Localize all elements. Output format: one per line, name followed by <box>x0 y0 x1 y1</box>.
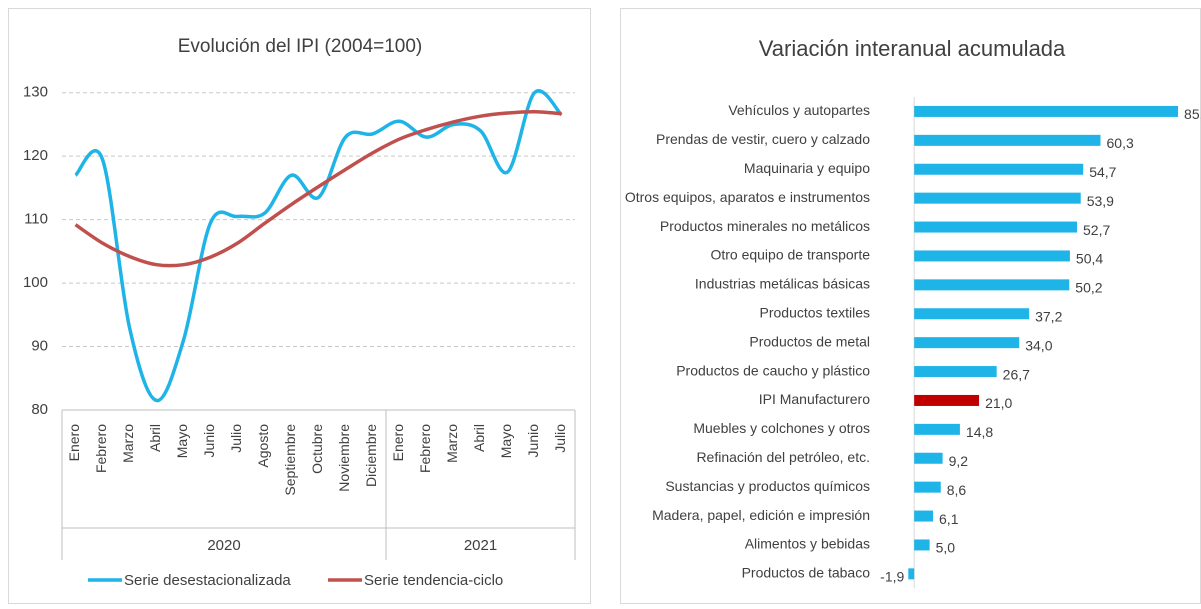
category-label: Prendas de vestir, cuero y calzado <box>656 131 870 147</box>
value-label: 9,2 <box>949 453 969 469</box>
x-tick-label: Mayo <box>498 424 514 458</box>
category-label: Alimentos y bebidas <box>745 536 870 552</box>
series-line <box>74 110 562 268</box>
legend-label: Serie tendencia-ciclo <box>364 572 503 589</box>
x-tick-label: Junio <box>525 424 541 458</box>
category-label: Refinación del petróleo, etc. <box>696 449 870 465</box>
category-label: Maquinaria y equipo <box>744 160 870 176</box>
value-label: -1,9 <box>880 569 904 585</box>
x-tick-label: Agosto <box>255 424 271 468</box>
bar <box>914 192 1081 204</box>
x-tick-label: Enero <box>66 424 82 462</box>
category-label: Productos de tabaco <box>742 565 871 581</box>
value-label: 85,4 <box>1184 106 1201 122</box>
value-label: 6,1 <box>939 511 959 527</box>
x-tick-label: Mayo <box>174 424 190 458</box>
bar <box>914 452 943 464</box>
bar <box>914 539 930 551</box>
x-tick-label: Noviembre <box>336 424 352 492</box>
category-label: Vehículos y autopartes <box>728 102 870 118</box>
group-label: 2020 <box>207 537 240 554</box>
series-line <box>74 89 563 403</box>
y-tick-label: 100 <box>23 274 48 291</box>
category-label: Productos minerales no metálicos <box>660 218 870 234</box>
category-label: Otro equipo de transporte <box>710 247 870 263</box>
value-label: 60,3 <box>1107 135 1134 151</box>
group-label: 2021 <box>464 537 497 554</box>
y-tick-label: 120 <box>23 147 48 164</box>
category-label: Muebles y colchones y otros <box>693 420 870 436</box>
category-label: Madera, papel, edición e impresión <box>652 507 870 523</box>
legend-label: Serie desestacionalizada <box>124 572 291 589</box>
bar <box>914 481 941 493</box>
bar <box>908 568 915 580</box>
bar <box>914 394 980 406</box>
x-tick-label: Marzo <box>444 424 460 463</box>
bar <box>914 105 1179 117</box>
value-label: 34,0 <box>1025 337 1052 353</box>
x-tick-label: Diciembre <box>363 424 379 487</box>
value-label: 8,6 <box>947 482 967 498</box>
category-label: Industrias metálicas básicas <box>695 276 870 292</box>
category-label: Productos de metal <box>749 333 870 349</box>
x-tick-label: Septiembre <box>282 424 298 496</box>
x-tick-label: Febrero <box>93 424 109 473</box>
value-label: 21,0 <box>985 395 1012 411</box>
value-label: 50,4 <box>1076 251 1103 267</box>
category-label: Productos de caucho y plástico <box>676 362 870 378</box>
value-label: 53,9 <box>1087 193 1114 209</box>
y-tick-label: 80 <box>31 401 48 418</box>
bar <box>914 308 1030 320</box>
x-tick-label: Julio <box>228 424 244 453</box>
left-panel <box>8 8 591 604</box>
bar <box>914 163 1084 175</box>
bar <box>914 423 960 435</box>
bar <box>914 279 1070 291</box>
category-label: Productos textiles <box>760 304 871 320</box>
chart-title: Evolución del IPI (2004=100) <box>178 36 423 57</box>
value-label: 54,7 <box>1089 164 1116 180</box>
x-tick-label: Julio <box>552 424 568 453</box>
x-tick-label: Octubre <box>309 424 325 474</box>
x-tick-label: Enero <box>390 424 406 462</box>
value-label: 5,0 <box>936 540 956 556</box>
x-tick-label: Febrero <box>417 424 433 473</box>
value-label: 26,7 <box>1003 366 1030 382</box>
x-tick-label: Abril <box>471 424 487 452</box>
bar <box>914 221 1078 233</box>
category-label: IPI Manufacturero <box>759 391 870 407</box>
chart-title: Variación interanual acumulada <box>759 36 1066 61</box>
y-tick-label: 90 <box>31 338 48 355</box>
category-label: Sustancias y productos químicos <box>665 478 870 494</box>
bar <box>914 134 1101 146</box>
x-tick-label: Marzo <box>120 424 136 463</box>
x-tick-label: Junio <box>201 424 217 458</box>
category-label: Otros equipos, aparatos e instrumentos <box>625 189 870 205</box>
value-label: 52,7 <box>1083 222 1110 238</box>
bar <box>914 510 934 522</box>
y-tick-label: 130 <box>23 84 48 101</box>
bar <box>914 366 997 378</box>
value-label: 37,2 <box>1035 308 1062 324</box>
value-label: 14,8 <box>966 424 993 440</box>
y-tick-label: 110 <box>24 211 48 228</box>
value-label: 50,2 <box>1075 280 1102 296</box>
bar <box>914 250 1070 262</box>
x-tick-label: Abril <box>147 424 163 452</box>
bar <box>914 337 1020 349</box>
